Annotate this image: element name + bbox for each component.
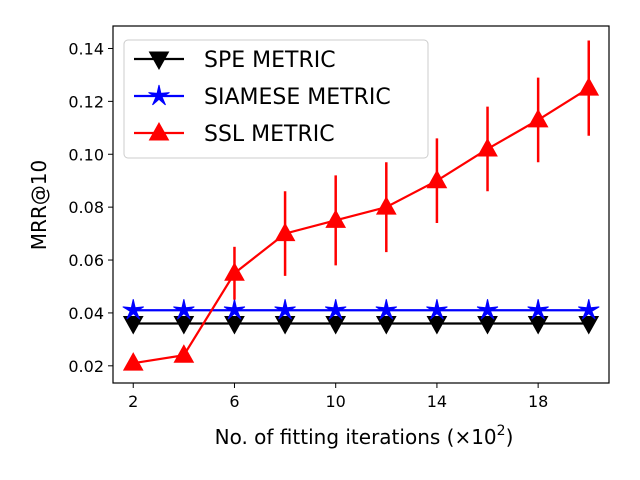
legend-entry-siamese-metric: SIAMESE METRIC — [134, 84, 391, 110]
data-point — [477, 316, 498, 335]
y-tick-label: 0.04 — [68, 304, 104, 323]
data-point — [325, 209, 347, 228]
data-point — [324, 299, 347, 320]
data-point — [477, 137, 498, 157]
series-siamese-metric — [122, 299, 600, 320]
y-tick-label: 0.02 — [68, 357, 104, 376]
data-point — [426, 316, 448, 335]
data-point — [274, 299, 296, 320]
series-ssl-metric — [122, 40, 600, 371]
data-point — [274, 316, 296, 335]
data-point — [578, 77, 600, 96]
x-tick-label: 2 — [128, 392, 138, 411]
plot-area — [122, 40, 600, 371]
legend: SPE METRIC SIAMESE METRIC SSL METRIC — [123, 39, 429, 159]
y-axis-label: MRR@10 — [27, 160, 51, 251]
legend-entry-ssl-metric: SSL METRIC — [134, 121, 335, 147]
x-tick-label: 14 — [427, 392, 447, 411]
x-axis-label-close: ) — [506, 425, 514, 449]
legend-marker — [148, 84, 170, 106]
data-point — [527, 316, 549, 335]
legend-marker — [148, 121, 170, 141]
data-point — [527, 299, 549, 320]
x-tick-label: 6 — [229, 392, 239, 411]
data-point — [578, 316, 600, 335]
y-tick-label: 0.08 — [68, 198, 104, 217]
data-point — [476, 299, 499, 320]
legend-label: SPE METRIC — [204, 48, 336, 73]
legend-entry-spe-metric: SPE METRIC — [134, 48, 336, 73]
y-tick-label: 0.10 — [68, 145, 104, 164]
x-axis-label-main: No. of fitting iterations (×10 — [215, 425, 497, 449]
x-axis-label: No. of fitting iterations (×102) — [215, 423, 514, 449]
data-point — [426, 169, 448, 189]
data-point — [325, 316, 347, 335]
legend-marker — [148, 51, 170, 71]
x-axis-label-exponent: 2 — [497, 423, 506, 439]
data-point — [122, 352, 144, 371]
legend-label: SSL METRIC — [204, 122, 335, 147]
data-point — [122, 299, 144, 320]
data-point — [173, 299, 195, 320]
data-point — [375, 299, 398, 320]
data-point — [122, 316, 144, 335]
y-tick-label: 0.14 — [68, 39, 104, 58]
data-point — [375, 196, 397, 215]
data-point — [173, 316, 195, 335]
data-point — [426, 299, 448, 320]
x-tick-label: 10 — [326, 392, 346, 411]
data-point — [578, 299, 600, 320]
data-point — [375, 316, 397, 335]
y-tick-label: 0.12 — [68, 92, 104, 111]
legend-label: SIAMESE METRIC — [204, 85, 391, 110]
data-point — [224, 316, 245, 335]
data-point — [223, 299, 246, 320]
y-axis-ticks: 0.02 0.04 0.06 0.08 0.10 0.12 0.14 — [68, 39, 113, 376]
data-point — [173, 344, 195, 363]
y-tick-label: 0.06 — [68, 251, 104, 270]
legend-box — [123, 39, 429, 159]
series-line — [133, 87, 590, 365]
series-spe-metric — [122, 316, 600, 335]
plot-frame — [112, 25, 610, 384]
x-axis-ticks: 2 6 10 14 18 — [128, 383, 548, 411]
x-tick-label: 18 — [528, 392, 548, 411]
data-point — [274, 222, 296, 242]
data-point — [527, 108, 549, 128]
data-point — [224, 262, 245, 281]
